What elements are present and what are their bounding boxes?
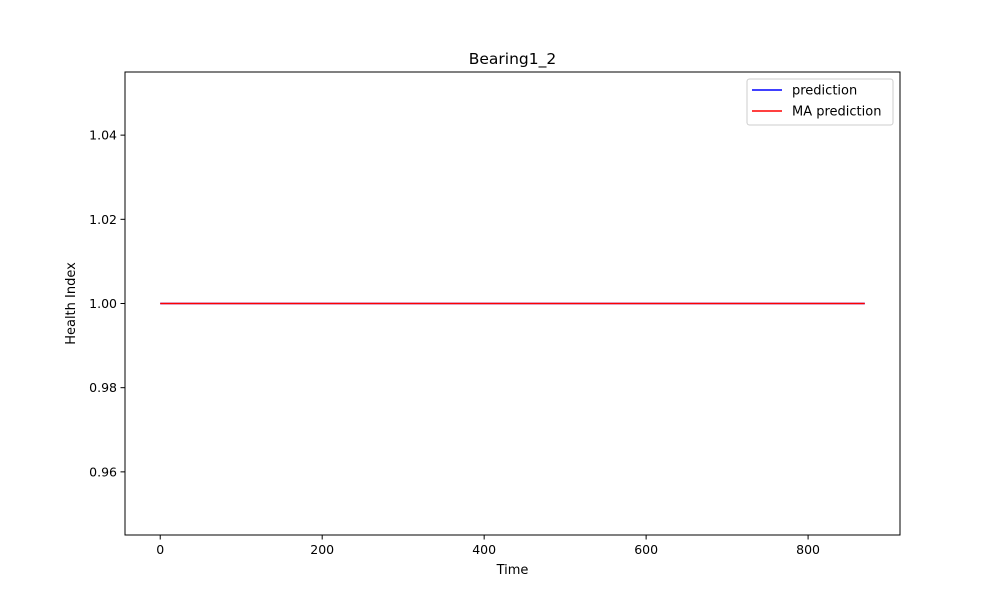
x-axis-label: Time — [496, 563, 529, 578]
x-tick-label: 800 — [796, 542, 820, 557]
x-axis-ticks: 0 200 400 600 800 — [156, 535, 820, 557]
legend: prediction MA prediction — [746, 78, 894, 126]
legend-box — [746, 78, 894, 126]
legend-label: prediction — [792, 84, 857, 99]
y-tick-label: 0.96 — [89, 464, 117, 479]
x-tick-label: 400 — [472, 542, 496, 557]
y-tick-label: 1.02 — [89, 212, 117, 227]
y-tick-label: 1.00 — [89, 296, 117, 311]
x-tick-label: 0 — [156, 542, 164, 557]
legend-label: MA prediction — [792, 105, 881, 120]
plot-area-frame — [124, 71, 901, 536]
y-axis-ticks: 0.96 0.98 1.00 1.02 1.04 — [89, 128, 125, 479]
y-tick-label: 0.98 — [89, 380, 117, 395]
y-tick-label: 1.04 — [89, 128, 117, 143]
chart-title: Bearing1_2 — [469, 50, 556, 69]
x-tick-label: 200 — [310, 542, 334, 557]
x-tick-label: 600 — [634, 542, 658, 557]
y-axis-label: Health Index — [64, 262, 79, 345]
